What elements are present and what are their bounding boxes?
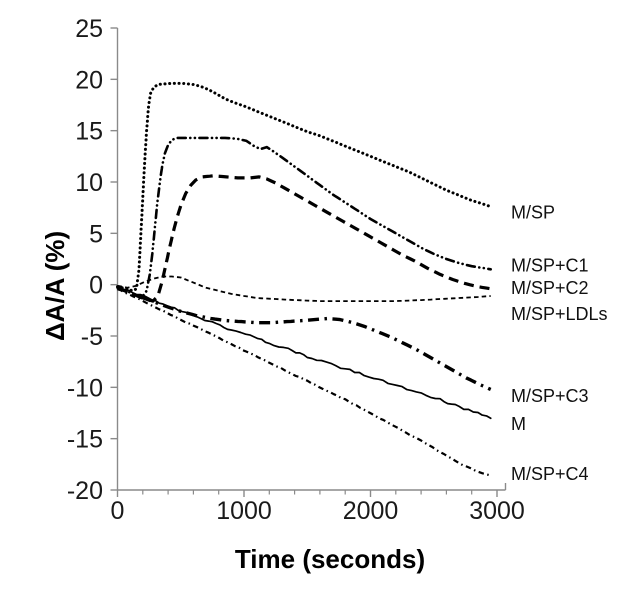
series-path-m	[116, 285, 492, 420]
y-tick-label: 20	[75, 66, 103, 94]
series-label-m-sp-ldls: M/SP+LDLs	[511, 304, 608, 324]
series-label-m-sp-c1: M/SP+C1	[511, 256, 589, 276]
axes-layer	[110, 27, 507, 497]
y-tick-label: -15	[67, 426, 103, 454]
x-axis-title: Time (seconds)	[235, 544, 425, 574]
series-path-m-sp	[116, 81, 493, 293]
labels-layer: 25 20 15 10 5 0 -5 -10 -15 -20 0 1000 2000 3000 M/SP M/…	[67, 15, 608, 525]
y-tick-label: -20	[67, 477, 103, 505]
x-tick-label: 2000	[343, 497, 399, 525]
y-tick-label: -5	[81, 323, 103, 351]
x-tick-label: 3000	[469, 497, 525, 525]
series-layer	[116, 81, 493, 477]
series-path-m-sp-c1	[116, 136, 492, 300]
series-label-m-sp-c4: M/SP+C4	[511, 464, 589, 484]
series-path-m-sp-c2	[116, 174, 491, 303]
series-label-m: M	[511, 414, 526, 434]
series-label-m-sp: M/SP	[511, 202, 555, 222]
series-label-m-sp-c2: M/SP+C2	[511, 278, 589, 298]
x-tick-label: 0	[111, 497, 125, 525]
y-tick-label: 25	[75, 15, 103, 43]
y-tick-label: 10	[75, 169, 103, 197]
series-label-m-sp-c3: M/SP+C3	[511, 386, 589, 406]
y-tick-label: 0	[89, 272, 103, 300]
y-tick-label: 15	[75, 118, 103, 146]
series-path-m-sp-ldls	[117, 275, 491, 302]
series-path-m-sp-c4	[117, 288, 491, 477]
y-tick-label: 5	[89, 220, 103, 248]
y-axis-title: ΔA/A (%)	[40, 231, 70, 341]
y-tick-label: -10	[67, 374, 103, 402]
series-path-m-sp-c3	[116, 286, 492, 391]
x-tick-label: 1000	[216, 497, 272, 525]
